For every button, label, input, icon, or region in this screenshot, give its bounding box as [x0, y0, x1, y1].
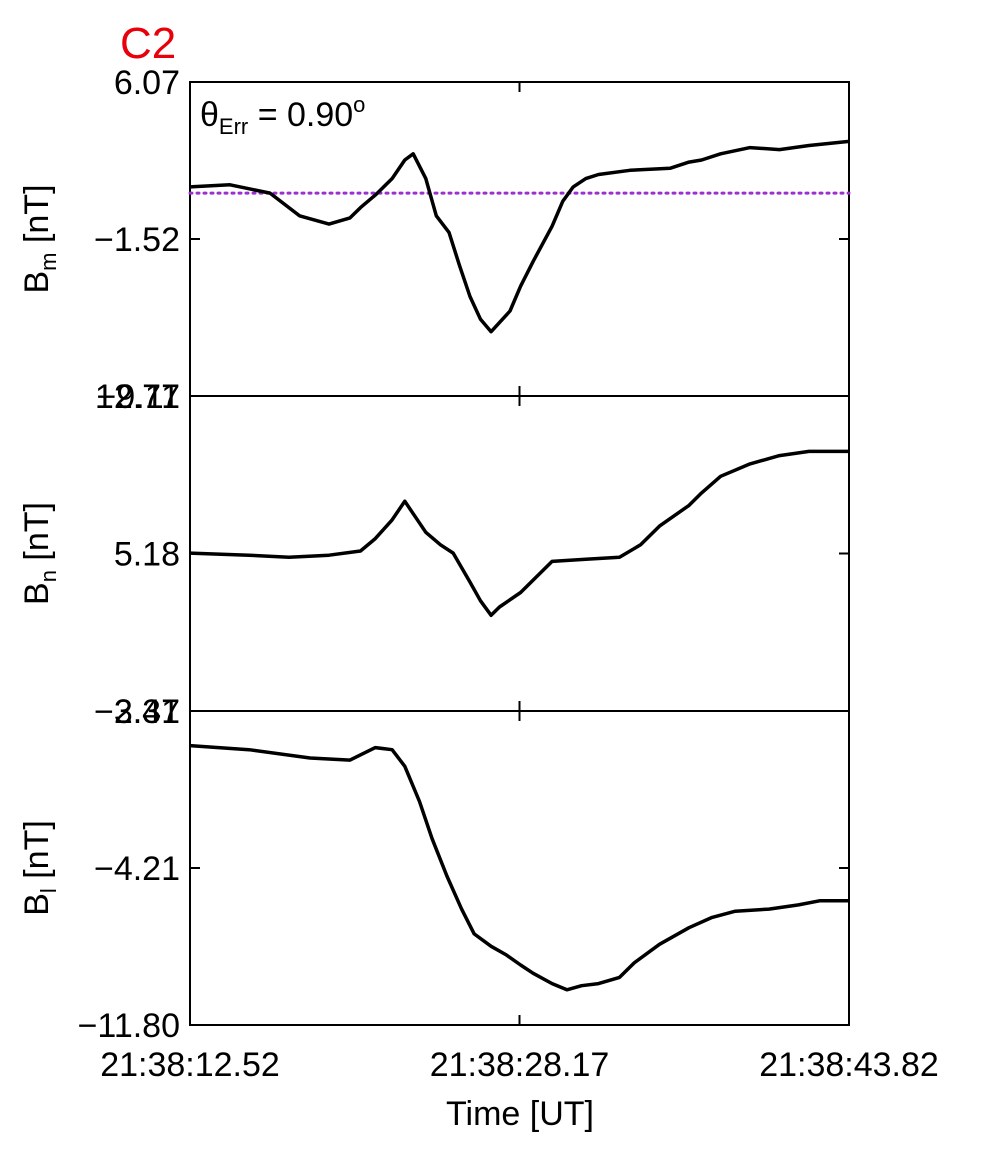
y-tick-label: −9.11 [96, 378, 180, 416]
series-bn [189, 449, 849, 618]
x-tick-label: 21:38:12.52 [100, 1046, 280, 1084]
theta-symbol: θ [200, 96, 219, 134]
y-axis-title-sub: m [36, 253, 61, 271]
y-axis-title-sub: n [36, 570, 61, 582]
x-tick-label: 21:38:43.82 [759, 1046, 939, 1084]
y-axis-title-unit: [nT] [18, 502, 56, 570]
y-tick-label: 3.37 [114, 693, 180, 731]
y-axis-title-main: B [18, 582, 56, 605]
series-lines [188, 139, 851, 992]
series-bl [189, 743, 849, 992]
x-axis-title: Time [UT] [446, 1095, 594, 1133]
chart-title: C2 [120, 19, 176, 68]
degree-superscript: o [353, 92, 365, 117]
y-tick-label: −1.52 [94, 221, 180, 259]
y-axis-title-sub: l [36, 888, 61, 893]
y-tick-label: 5.18 [114, 536, 180, 574]
y-axis-title-unit: [nT] [18, 184, 56, 252]
x-tick-label: 21:38:28.17 [430, 1046, 610, 1084]
panel-bn-frame [189, 395, 850, 712]
tick-marks [189, 81, 850, 1026]
y-tick-label: 12.77 [95, 378, 180, 416]
series-bm [189, 139, 850, 334]
theta-error-annotation: θErr = 0.90o [200, 92, 365, 139]
y-tick-label: −2.41 [94, 693, 180, 731]
panel-bl-frame [189, 710, 850, 1026]
y-axis-title-unit: [nT] [18, 820, 56, 888]
y-tick-label: 6.07 [114, 64, 180, 102]
x-tick-labels: 21:38:12.52 21:38:28.17 21:38:43.82 [100, 1046, 939, 1084]
y-tick-label: −4.21 [94, 850, 180, 888]
y-axis-title-bl: Bl [nT] [18, 820, 61, 916]
y-axis-title-bn: Bn [nT] [18, 502, 61, 605]
theta-value: = 0.90 [248, 96, 353, 134]
y-axis-title-bm: Bm [nT] [18, 184, 61, 293]
theta-subscript: Err [219, 114, 248, 139]
y-axis-title-main: B [18, 893, 56, 916]
y-axis-title-main: B [18, 271, 56, 294]
y-axis-titles: Bm [nT]Bn [nT]Bl [nT] [18, 184, 61, 915]
y-tick-label: −11.80 [78, 1007, 180, 1045]
